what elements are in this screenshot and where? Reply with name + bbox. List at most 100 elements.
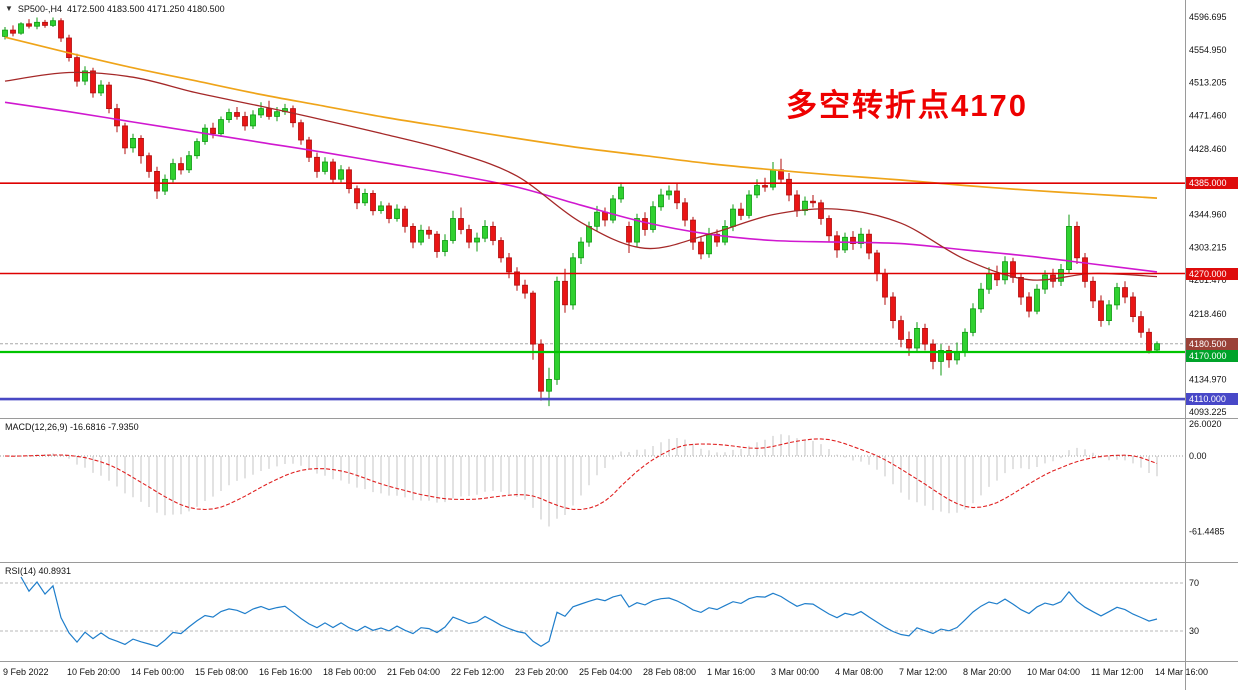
candle (450, 210, 456, 244)
candle (330, 158, 336, 184)
candle (1066, 214, 1072, 274)
svg-text:1 Mar 16:00: 1 Mar 16:00 (707, 667, 755, 677)
candle (682, 198, 688, 227)
candle (426, 226, 432, 239)
candle (898, 315, 904, 348)
candle (578, 237, 584, 264)
candle (322, 157, 328, 175)
candle (1002, 256, 1008, 285)
candle (850, 231, 856, 250)
candle (938, 344, 944, 376)
svg-text:8 Mar 20:00: 8 Mar 20:00 (963, 667, 1011, 677)
candle (18, 22, 24, 35)
candle (626, 221, 632, 253)
svg-text:15 Feb 08:00: 15 Feb 08:00 (195, 667, 248, 677)
candle (1074, 221, 1080, 264)
candle (1058, 264, 1064, 286)
svg-text:4134.970: 4134.970 (1189, 375, 1227, 385)
price-tag: 4110.000 (1186, 393, 1238, 406)
candle (698, 237, 704, 260)
candle (618, 182, 624, 203)
candle (562, 268, 568, 313)
macd-signal-line (4, 438, 1158, 511)
macd-values: -16.6816 -7.9350 (70, 422, 139, 432)
annotation-text: 多空转折点4170 (786, 88, 1028, 123)
candle (386, 202, 392, 224)
candle (202, 124, 208, 145)
candle (514, 267, 520, 291)
candle (442, 234, 448, 257)
ohlc-readout: 4172.500 4183.500 4171.250 4180.500 (66, 4, 225, 14)
svg-text:4471.460: 4471.460 (1189, 110, 1227, 120)
candle (66, 34, 72, 62)
candle (786, 173, 792, 202)
candle (378, 201, 384, 214)
candle (354, 185, 360, 210)
candle (490, 221, 496, 246)
candle (298, 119, 304, 145)
svg-text:4513.205: 4513.205 (1189, 78, 1227, 88)
candle (418, 224, 424, 246)
svg-text:25 Feb 04:00: 25 Feb 04:00 (579, 667, 632, 677)
candle (186, 151, 192, 173)
time-axis: 9 Feb 2022 10 Feb 20:00 14 Feb 00:00 15 Feb… (3, 667, 1208, 677)
candle (762, 177, 768, 192)
candle (554, 276, 560, 385)
svg-text:11 Mar 12:00: 11 Mar 12:00 (1091, 667, 1143, 677)
price-axis: 4596.695 4554.950 4513.205 4471.460 4428.460… (1189, 12, 1227, 417)
svg-text:14 Mar 16:00: 14 Mar 16:00 (1155, 667, 1208, 677)
price-tag: 4180.500 (1186, 337, 1238, 350)
ma-fast-darkred (4, 71, 1158, 281)
svg-text:4428.460: 4428.460 (1189, 144, 1227, 154)
candle (170, 158, 176, 183)
candle (1098, 295, 1104, 327)
candle (290, 105, 296, 128)
candle (146, 152, 152, 178)
candle (794, 190, 800, 217)
candle (1146, 328, 1152, 354)
candle (690, 216, 696, 250)
price-tags-layer: 4385.000 4270.000 4180.500 4170.000 4110.000 (1186, 0, 1238, 690)
candles (2, 17, 1160, 407)
svg-text:16 Feb 16:00: 16 Feb 16:00 (259, 667, 312, 677)
candle (946, 345, 952, 368)
svg-text:4344.960: 4344.960 (1189, 210, 1227, 220)
candle (666, 185, 672, 200)
candle (26, 19, 32, 29)
symbol-dropdown-icon[interactable]: ▼ (5, 4, 13, 13)
candle (1138, 311, 1144, 338)
candle (522, 279, 528, 299)
candle (130, 133, 136, 153)
svg-text:0.00: 0.00 (1189, 451, 1207, 461)
ma-overlay (4, 101, 1158, 273)
candle (650, 201, 656, 233)
svg-text:14 Feb 00:00: 14 Feb 00:00 (131, 667, 184, 677)
candle (986, 267, 992, 294)
candle (362, 188, 368, 206)
candle (250, 110, 256, 129)
candle (282, 103, 288, 115)
svg-text:3 Mar 00:00: 3 Mar 00:00 (771, 667, 819, 677)
candle (10, 25, 16, 37)
price-tag: 4170.000 (1186, 349, 1238, 362)
candle (890, 292, 896, 329)
ma-mid-magenta (4, 101, 1158, 273)
rsi-value: 40.8931 (38, 566, 72, 576)
candle (234, 107, 240, 120)
candle (674, 183, 680, 210)
candle (634, 213, 640, 247)
candle (498, 237, 504, 263)
candle (410, 223, 416, 249)
svg-text:4554.950: 4554.950 (1189, 45, 1227, 55)
candle (226, 108, 232, 123)
candle (42, 19, 48, 28)
rsi-label: RSI(14) 40.8931 (5, 566, 71, 577)
svg-text:10 Feb 20:00: 10 Feb 20:00 (67, 667, 120, 677)
candle (1026, 292, 1032, 318)
candle (826, 215, 832, 243)
candle (1034, 284, 1040, 315)
candle (466, 224, 472, 249)
candle (58, 18, 64, 42)
svg-text:30: 30 (1189, 626, 1199, 636)
